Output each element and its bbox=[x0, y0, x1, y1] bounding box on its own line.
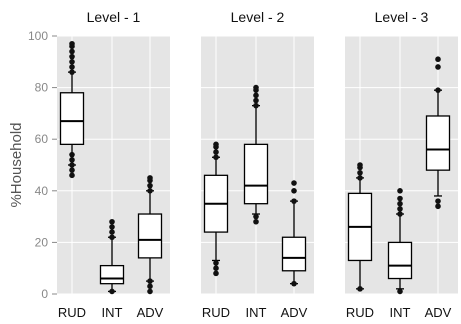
outlier-point bbox=[291, 180, 297, 186]
outlier-point bbox=[147, 175, 153, 181]
x-tick-label: ADV bbox=[137, 305, 164, 320]
outlier-point bbox=[397, 206, 403, 212]
outlier-point bbox=[435, 87, 441, 93]
outlier-point bbox=[435, 56, 441, 62]
outlier-point bbox=[397, 201, 403, 207]
outlier-point bbox=[253, 103, 259, 109]
outlier-point bbox=[69, 157, 75, 163]
outlier-point bbox=[357, 162, 363, 168]
outlier-point bbox=[253, 214, 259, 220]
outlier-point bbox=[397, 188, 403, 194]
outlier-point bbox=[109, 289, 115, 295]
outlier-point bbox=[69, 49, 75, 55]
outlier-point bbox=[253, 85, 259, 91]
x-tick-label: INT bbox=[390, 305, 411, 320]
x-tick-label: INT bbox=[102, 305, 123, 320]
box-iqr bbox=[101, 266, 124, 284]
outlier-point bbox=[435, 64, 441, 70]
outlier-point bbox=[69, 69, 75, 75]
x-tick-label: ADV bbox=[425, 305, 452, 320]
x-tick-label: RUD bbox=[202, 305, 230, 320]
outlier-point bbox=[253, 98, 259, 104]
outlier-point bbox=[357, 286, 363, 292]
outlier-point bbox=[69, 167, 75, 173]
outlier-point bbox=[69, 41, 75, 47]
box-iqr bbox=[427, 116, 450, 170]
outlier-point bbox=[213, 260, 219, 266]
outlier-point bbox=[357, 175, 363, 181]
y-tick-label: 100 bbox=[28, 29, 48, 43]
panel-3: Level - 3 RUD INT ADV bbox=[345, 9, 458, 320]
x-tick-label: ADV bbox=[281, 305, 308, 320]
y-tick-label: 0 bbox=[41, 287, 48, 301]
outlier-point bbox=[357, 170, 363, 176]
outlier-point bbox=[213, 154, 219, 160]
outlier-point bbox=[253, 219, 259, 225]
box-iqr bbox=[245, 144, 268, 203]
box-iqr bbox=[389, 242, 412, 278]
outlier-point bbox=[109, 229, 115, 235]
outlier-point bbox=[291, 281, 297, 287]
outlier-point bbox=[213, 265, 219, 271]
outlier-point bbox=[397, 196, 403, 202]
outlier-point bbox=[69, 64, 75, 70]
y-tick-label: 20 bbox=[35, 235, 49, 249]
outlier-point bbox=[147, 289, 153, 295]
outlier-point bbox=[147, 278, 153, 284]
y-tick-label: 60 bbox=[35, 132, 49, 146]
outlier-point bbox=[69, 54, 75, 60]
outlier-point bbox=[69, 152, 75, 158]
box-iqr bbox=[283, 237, 306, 271]
outlier-point bbox=[69, 173, 75, 179]
outlier-point bbox=[147, 183, 153, 189]
outlier-point bbox=[109, 224, 115, 230]
y-tick-label: 40 bbox=[35, 184, 49, 198]
outlier-point bbox=[69, 59, 75, 65]
outlier-point bbox=[435, 203, 441, 209]
outlier-point bbox=[213, 142, 219, 148]
panels-group: 0 20 40 60 80 100 Level - 1 RUD INT ADV Level - 2 R… bbox=[28, 9, 458, 320]
outlier-point bbox=[147, 188, 153, 194]
outlier-point bbox=[147, 283, 153, 289]
box-iqr bbox=[139, 214, 162, 258]
panel-title: Level - 2 bbox=[231, 9, 285, 25]
outlier-point bbox=[109, 234, 115, 240]
x-tick-label: RUD bbox=[346, 305, 374, 320]
outlier-point bbox=[397, 289, 403, 295]
panel-2: Level - 2 RUD INT ADV bbox=[201, 9, 314, 320]
outlier-point bbox=[253, 93, 259, 99]
outlier-point bbox=[213, 271, 219, 277]
panel-1: Level - 1 RUD INT ADV bbox=[57, 9, 170, 320]
outlier-point bbox=[291, 188, 297, 194]
panel-title: Level - 3 bbox=[375, 9, 429, 25]
outlier-point bbox=[291, 198, 297, 204]
panel-title: Level - 1 bbox=[87, 9, 141, 25]
outlier-point bbox=[397, 211, 403, 217]
outlier-point bbox=[109, 219, 115, 225]
y-tick-label: 80 bbox=[35, 81, 49, 95]
outlier-point bbox=[435, 198, 441, 204]
outlier-point bbox=[69, 162, 75, 168]
box-iqr bbox=[61, 93, 84, 145]
x-tick-label: INT bbox=[246, 305, 267, 320]
y-axis-label: %Household bbox=[8, 122, 25, 207]
x-tick-label: RUD bbox=[58, 305, 86, 320]
outlier-point bbox=[213, 149, 219, 155]
